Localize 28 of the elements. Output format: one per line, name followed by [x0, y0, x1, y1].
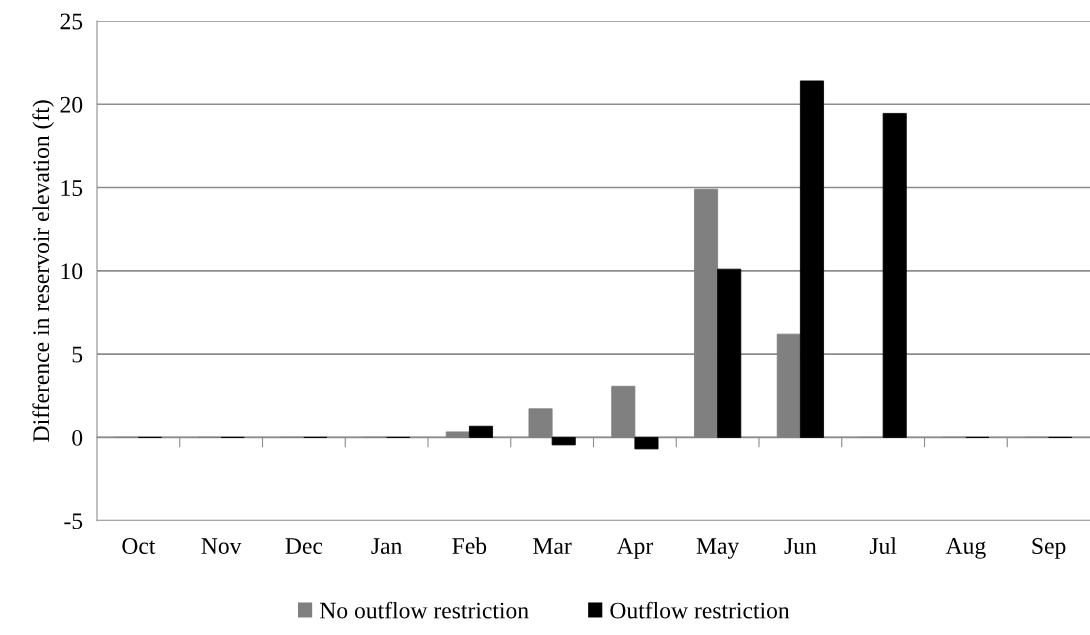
legend-label: No outflow restriction — [319, 601, 529, 619]
y-tick-label: -5 — [64, 513, 83, 530]
x-tick-label: Jun — [784, 538, 817, 554]
x-tick-label: Sep — [1032, 538, 1066, 559]
bar — [468, 425, 493, 438]
y-tick-label: 25 — [60, 13, 83, 30]
x-tick-label: Apr — [616, 538, 654, 559]
bar — [799, 80, 824, 438]
x-tick-label: Jan — [371, 538, 403, 554]
legend-label: Outflow restriction — [610, 601, 790, 619]
bar — [717, 268, 742, 438]
x-tick-label: May — [696, 538, 740, 559]
y-tick-label: 10 — [61, 263, 83, 280]
y-tick-label: 0 — [72, 429, 83, 446]
bar — [551, 436, 576, 446]
bar — [882, 112, 907, 438]
y-axis-title: Difference in reservoir elevation (ft) — [32, 100, 54, 442]
x-tick-label: Dec — [285, 538, 323, 554]
x-tick-label: Aug — [945, 538, 986, 559]
x-tick-label: Nov — [201, 538, 242, 554]
y-tick-label: 15 — [61, 180, 83, 196]
x-tick-label: Feb — [452, 537, 487, 554]
y-tick-label: 20 — [60, 96, 83, 113]
bar — [634, 436, 659, 450]
x-tick-label: Oct — [122, 538, 156, 554]
x-tick-label: Mar — [533, 538, 572, 554]
y-tick-label: 5 — [72, 346, 83, 363]
x-tick-label: Jul — [869, 537, 897, 554]
